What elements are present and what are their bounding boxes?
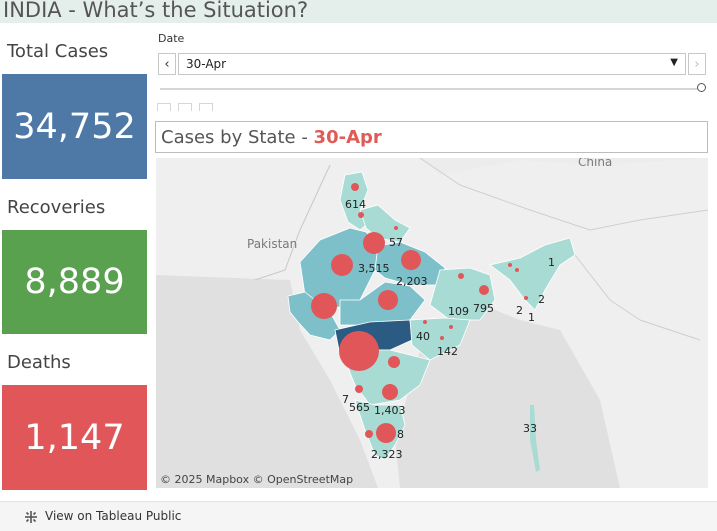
bubble-bihar[interactable] (458, 273, 464, 279)
chevron-right-icon: › (694, 56, 700, 72)
bubble-delhi[interactable] (363, 232, 385, 254)
bubble-mp[interactable] (378, 290, 398, 310)
footer-bar: View on Tableau Public (0, 501, 717, 531)
label-jharkhand: 109 (448, 305, 469, 318)
map-title: Cases by State - 30-Apr (161, 127, 382, 148)
tableau-icon (25, 511, 37, 523)
label-chhattisgarh: 40 (416, 330, 430, 343)
playback-play-button[interactable] (178, 103, 192, 111)
date-dropdown[interactable]: 30-Apr ▼ (178, 53, 686, 75)
title-bar: INDIA - What’s the Situation? (0, 0, 717, 23)
recoveries-value[interactable]: 8,889 (2, 230, 147, 334)
caret-down-icon: ▼ (670, 57, 678, 68)
place-label-pakistan: Pakistan (247, 237, 298, 251)
label-mizoram: 1 (528, 311, 535, 324)
total-cases-label: Total Cases (7, 41, 109, 62)
label-odisha: 142 (437, 345, 458, 358)
map-title-prefix: Cases by State - (161, 127, 314, 148)
chevron-left-icon: ‹ (164, 56, 170, 72)
playback-back-button[interactable] (157, 103, 171, 111)
bubble-maharashtra[interactable] (339, 331, 379, 371)
label-delhi: 3,515 (358, 262, 390, 275)
bubble-telangana[interactable] (388, 356, 400, 368)
cases-map[interactable]: 614 57 3,515 2,203 795 109 1 2 2 1 40 14… (156, 158, 708, 488)
arabian-sea (156, 275, 378, 488)
label-assam-b: 2 (516, 304, 523, 317)
bubble-tamilnadu[interactable] (376, 423, 396, 443)
label-jk: 614 (345, 198, 366, 211)
date-selected-value: 30-Apr (186, 57, 227, 71)
playback-forward-button[interactable] (199, 103, 213, 111)
deaths-label: Deaths (7, 352, 71, 373)
label-mp: 2,203 (396, 275, 428, 288)
total-cases-value[interactable]: 34,752 (2, 74, 147, 179)
label-tamilnadu: 2,323 (371, 448, 403, 461)
bubble-up[interactable] (401, 250, 421, 270)
bubble-hp[interactable] (358, 212, 364, 218)
place-label-china: China (578, 158, 613, 169)
map-title-box: Cases by State - 30-Apr (155, 121, 708, 153)
previous-date-button[interactable]: ‹ (158, 53, 176, 75)
bubble-rajasthan[interactable] (331, 254, 353, 276)
bubble-gujarat[interactable] (311, 293, 337, 319)
deaths-value[interactable]: 1,147 (2, 385, 147, 490)
bubble-wb[interactable] (479, 285, 489, 295)
state-bihar[interactable] (429, 267, 496, 321)
recoveries-label: Recoveries (7, 197, 106, 218)
label-goa: 7 (342, 393, 349, 406)
label-up-north: 57 (389, 236, 403, 249)
label-karnataka: 565 (349, 401, 370, 414)
state-chhattisgarh[interactable] (409, 317, 471, 361)
view-on-tableau-link[interactable]: View on Tableau Public (45, 509, 182, 523)
date-slider-thumb[interactable] (697, 83, 706, 92)
date-filter-label: Date (158, 32, 185, 45)
map-title-date: 30-Apr (313, 127, 382, 148)
map-attribution[interactable]: © 2025 Mapbox © OpenStreetMap (160, 473, 354, 486)
label-assam-a: 2 (538, 293, 545, 306)
label-andaman: 33 (523, 422, 537, 435)
bubble-goa[interactable] (355, 385, 363, 393)
date-slider-track[interactable] (160, 88, 698, 90)
next-date-button[interactable]: › (688, 53, 706, 75)
label-kerala: 8 (397, 428, 404, 441)
state-northeast[interactable] (489, 237, 576, 311)
label-bihar: 795 (473, 302, 494, 315)
dashboard-title: INDIA - What’s the Situation? (3, 0, 309, 22)
label-telangana-ap: 1,403 (374, 404, 406, 417)
label-arunachal: 1 (548, 256, 555, 269)
state-andaman[interactable] (530, 405, 540, 472)
bubble-ap[interactable] (382, 384, 398, 400)
map-canvas[interactable]: 614 57 3,515 2,203 795 109 1 2 2 1 40 14… (156, 158, 708, 488)
bubble-kerala[interactable] (365, 430, 373, 438)
bubble-jk[interactable] (351, 183, 359, 191)
